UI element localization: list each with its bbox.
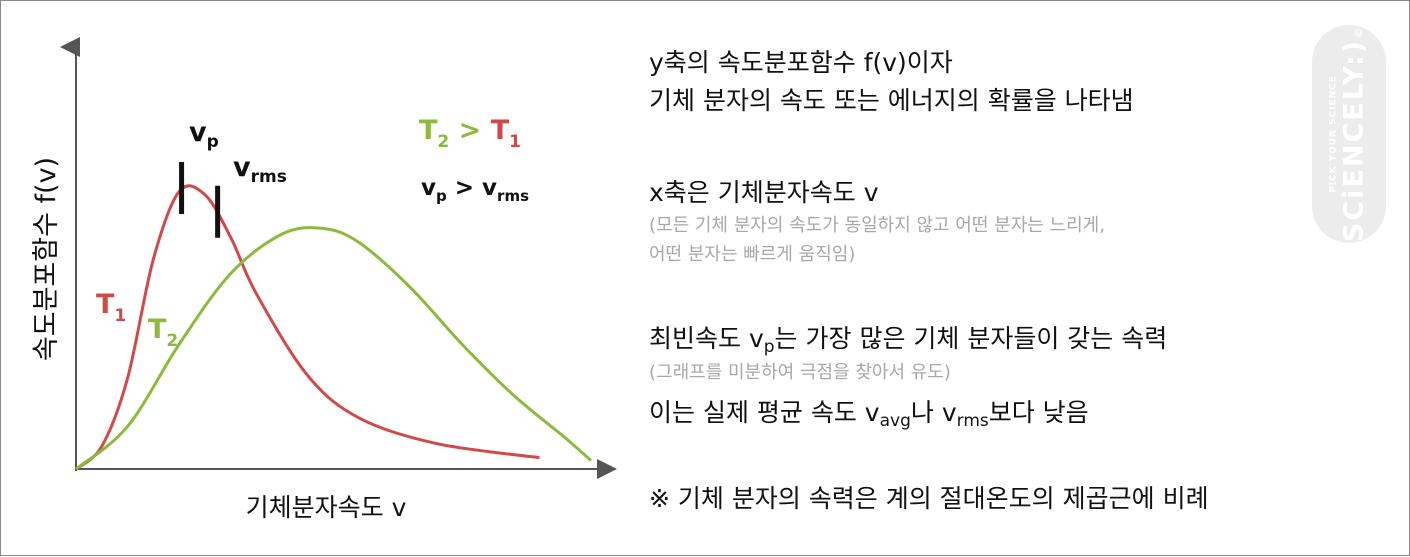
x-axis-label: 기체분자속도 v: [246, 493, 407, 522]
marker-vp-label: vp: [189, 117, 219, 152]
curve-t2-label: T2: [148, 314, 178, 351]
legend-temperature: T2 > T1: [419, 115, 521, 152]
text-y-axis-line1: y축의 속도분포함수 f(v)이자: [649, 48, 953, 77]
legend-speed: vp > vrms: [421, 175, 529, 205]
curve-t1-label: T1: [96, 289, 126, 326]
y-axis-label: 속도분포함수 f(v): [31, 157, 62, 361]
text-speed-comparison: 이는 실제 평균 속도 vavg나 vrms보다 낮음: [649, 398, 1089, 431]
text-y-axis-line2: 기체 분자의 속도 또는 에너지의 확률을 나타냄: [649, 86, 1134, 115]
distribution-plot: vp vrms T1 T2 T2 > T1 vp > vrms 속도분포함수 f…: [31, 37, 617, 522]
note-x-axis-1: (모든 기체 분자의 속도가 동일하지 않고 어떤 분자는 느리게,: [649, 215, 1105, 236]
text-x-axis: x축은 기체분자속도 v: [649, 178, 879, 207]
curve-t2: [75, 226, 592, 471]
watermark-badge: PICK YOUR SCIENCE SCiENCELY:)©: [1312, 25, 1386, 243]
text-temperature-note: ※ 기체 분자의 속력은 계의 절대온도의 제곱근에 비례: [649, 484, 1209, 513]
marker-vrms-label: vrms: [233, 152, 287, 187]
note-derivation: (그래프를 미분하여 극점을 찾아서 유도): [649, 362, 951, 383]
text-most-probable-speed: 최빈속도 vp는 가장 많은 기체 분자들이 갖는 속력: [649, 324, 1168, 357]
badge-logo: SCiENCELY:)©: [1338, 25, 1370, 243]
curve-t1: [75, 184, 540, 471]
note-x-axis-2: 어떤 분자는 빠르게 움직임): [649, 244, 856, 265]
badge-tagline: PICK YOUR SCIENCE: [1328, 75, 1339, 193]
